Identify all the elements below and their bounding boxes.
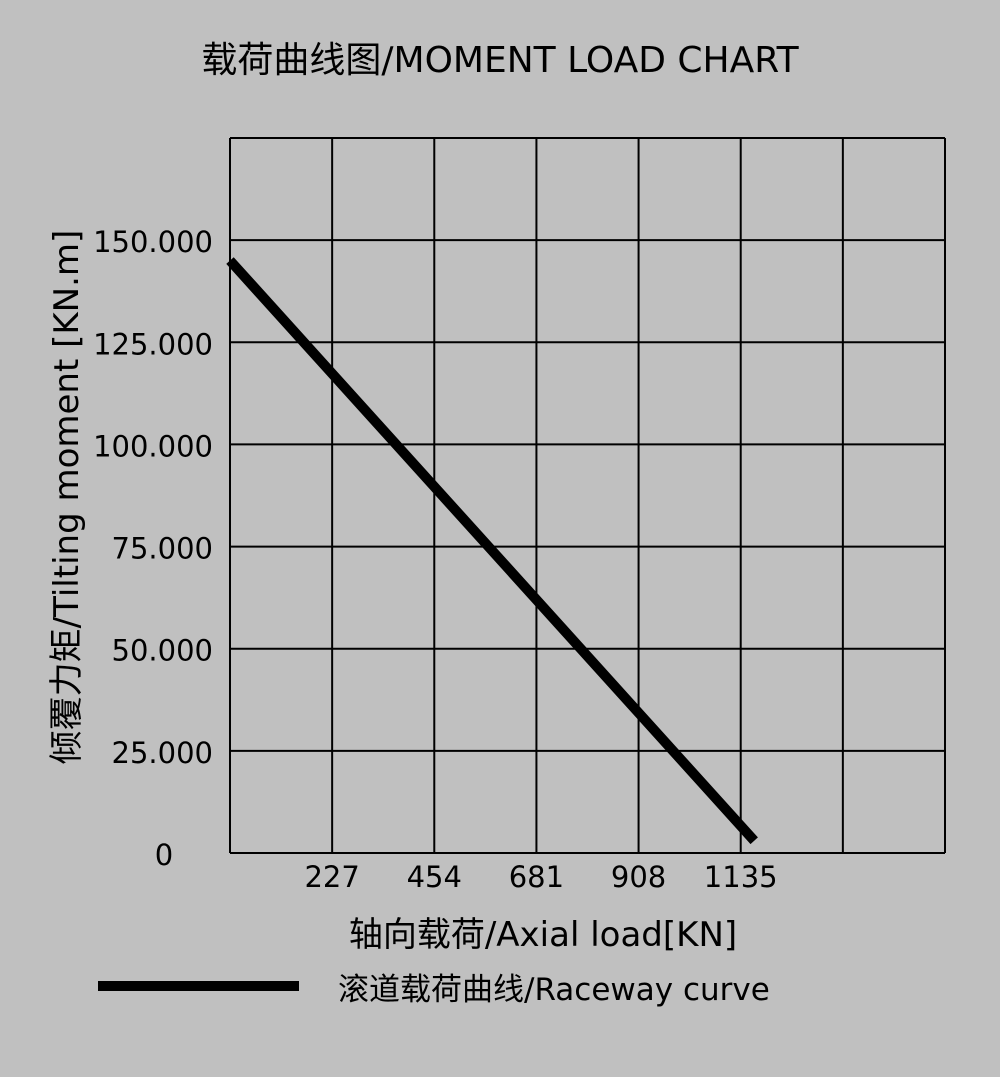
x-tick-label: 227 — [304, 860, 359, 894]
y-tick-labels: 0 25.000 50.000 75.000 100.000 125.000 150.000 — [93, 225, 213, 872]
series-layer — [226, 257, 758, 845]
x-tick-labels: 227 454 681 908 1135 — [304, 860, 777, 894]
series-line-raceway-curve — [226, 257, 758, 845]
x-tick-label: 681 — [509, 860, 564, 894]
chart-title: 载荷曲线图/MOMENT LOAD CHART — [201, 40, 799, 81]
grid — [229, 137, 946, 854]
y-tick-label: 75.000 — [112, 532, 213, 566]
x-axis-label: 轴向载荷/Axial load[KN] — [349, 915, 737, 955]
x-tick-label: 908 — [611, 860, 666, 894]
x-tick-label: 454 — [407, 860, 462, 894]
y-tick-label: 25.000 — [112, 736, 213, 770]
y-axis-label: 倾覆力矩/Tilting moment [KN.m] — [47, 230, 87, 765]
y-tick-label: 125.000 — [93, 327, 213, 361]
y-tick-label: 100.000 — [93, 429, 213, 463]
y-tick-label: 0 — [155, 838, 173, 872]
legend-label: 滚道载荷曲线/Raceway curve — [338, 972, 770, 1008]
y-tick-label: 50.000 — [112, 634, 213, 668]
x-tick-label: 1135 — [704, 860, 778, 894]
y-tick-label: 150.000 — [93, 225, 213, 259]
